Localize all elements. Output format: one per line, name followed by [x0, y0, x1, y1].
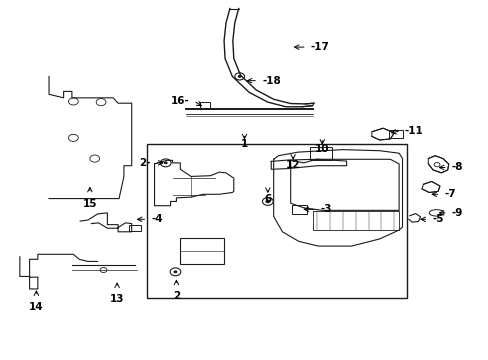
Circle shape [237, 75, 241, 78]
Text: 16-: 16- [170, 96, 189, 106]
Text: -4: -4 [151, 214, 163, 224]
Text: -8: -8 [451, 162, 462, 172]
Text: -17: -17 [310, 42, 329, 52]
Text: -7: -7 [444, 189, 455, 199]
Text: 1: 1 [241, 139, 247, 149]
Bar [147, 144, 407, 298]
Text: 12: 12 [285, 160, 300, 170]
Text: -11: -11 [404, 126, 423, 136]
Text: -5: -5 [431, 214, 443, 224]
Text: -3: -3 [320, 204, 331, 214]
Text: 2-: 2- [139, 158, 150, 168]
Bar [180, 238, 224, 264]
Circle shape [163, 161, 167, 164]
Circle shape [173, 270, 177, 273]
Text: 2: 2 [172, 291, 180, 301]
Text: 6: 6 [264, 194, 271, 203]
Text: 13: 13 [110, 294, 124, 303]
Text: 10: 10 [314, 144, 329, 154]
Circle shape [265, 200, 270, 203]
Text: 15: 15 [82, 199, 97, 209]
Text: 14: 14 [29, 302, 43, 312]
Text: -18: -18 [262, 76, 280, 86]
Text: -9: -9 [451, 208, 462, 218]
Bar [200, 102, 210, 108]
